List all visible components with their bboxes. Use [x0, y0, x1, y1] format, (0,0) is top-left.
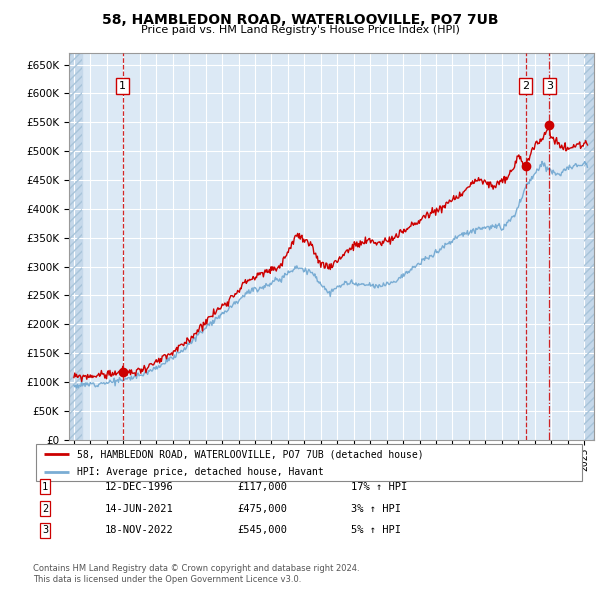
Text: 58, HAMBLEDON ROAD, WATERLOOVILLE, PO7 7UB: 58, HAMBLEDON ROAD, WATERLOOVILLE, PO7 7… [102, 13, 498, 27]
Text: 12-DEC-1996: 12-DEC-1996 [105, 482, 174, 491]
Text: 3: 3 [42, 526, 48, 535]
Text: £545,000: £545,000 [237, 526, 287, 535]
Text: £475,000: £475,000 [237, 504, 287, 513]
Text: HPI: Average price, detached house, Havant: HPI: Average price, detached house, Hava… [77, 467, 324, 477]
Text: 1: 1 [42, 482, 48, 491]
Text: This data is licensed under the Open Government Licence v3.0.: This data is licensed under the Open Gov… [33, 575, 301, 584]
Text: £117,000: £117,000 [237, 482, 287, 491]
Bar [584, 53, 594, 440]
Text: 14-JUN-2021: 14-JUN-2021 [105, 504, 174, 513]
Text: 17% ↑ HPI: 17% ↑ HPI [351, 482, 407, 491]
Bar [69, 53, 82, 440]
Text: 5% ↑ HPI: 5% ↑ HPI [351, 526, 401, 535]
FancyBboxPatch shape [36, 444, 582, 481]
Text: 18-NOV-2022: 18-NOV-2022 [105, 526, 174, 535]
Text: Price paid vs. HM Land Registry's House Price Index (HPI): Price paid vs. HM Land Registry's House … [140, 25, 460, 35]
Text: 2: 2 [522, 81, 529, 91]
Text: 3% ↑ HPI: 3% ↑ HPI [351, 504, 401, 513]
Text: 58, HAMBLEDON ROAD, WATERLOOVILLE, PO7 7UB (detached house): 58, HAMBLEDON ROAD, WATERLOOVILLE, PO7 7… [77, 449, 424, 459]
Text: 2: 2 [42, 504, 48, 513]
Text: Contains HM Land Registry data © Crown copyright and database right 2024.: Contains HM Land Registry data © Crown c… [33, 565, 359, 573]
Text: 1: 1 [119, 81, 126, 91]
Text: 3: 3 [546, 81, 553, 91]
